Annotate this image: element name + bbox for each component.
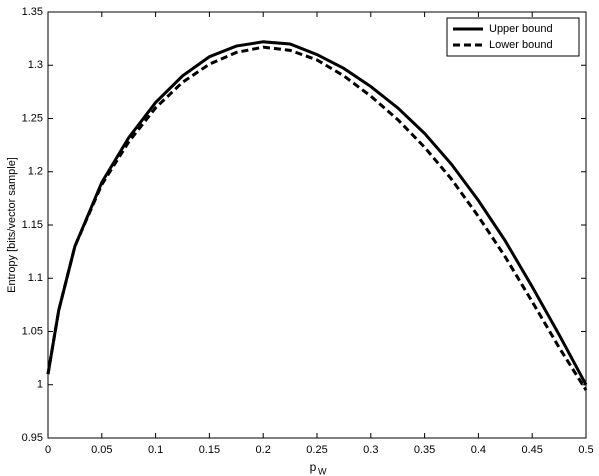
data-line — [46, 40, 588, 386]
y-axis-label: Entropy [bits/vector sample] — [6, 157, 18, 293]
y-tick-label: 1.1 — [28, 272, 43, 284]
x-axis-label-subscript: W — [318, 466, 327, 476]
x-tick-label: 0.2 — [256, 444, 271, 456]
legend-label: Upper bound — [489, 23, 553, 35]
x-tick-label: 0.35 — [414, 444, 435, 456]
y-tick-label: 1.05 — [22, 325, 43, 337]
data-line — [46, 45, 588, 391]
legend-box — [446, 17, 580, 57]
legend-label: Lower bound — [489, 39, 553, 51]
y-tick-label: 1.15 — [22, 219, 43, 231]
y-tick-label: 1.2 — [28, 166, 43, 178]
x-tick-label: 0.25 — [306, 444, 327, 456]
y-tick-label: 1.3 — [28, 59, 43, 71]
x-axis-label: p — [310, 460, 317, 474]
x-tick-label: 0.1 — [148, 444, 163, 456]
x-tick-label: 0.45 — [521, 444, 542, 456]
y-tick-label: 1.35 — [22, 6, 43, 18]
x-tick-label: 0.05 — [91, 444, 112, 456]
y-tick-label: 1 — [37, 379, 43, 391]
x-tick-label: 0.4 — [471, 444, 486, 456]
x-tick-label: 0.3 — [363, 444, 378, 456]
x-tick-label: 0.15 — [199, 444, 220, 456]
x-tick-label: 0.5 — [578, 444, 593, 456]
plot-frame — [47, 11, 587, 439]
x-tick-label: 0 — [45, 444, 51, 456]
y-tick-label: 1.25 — [22, 112, 43, 124]
y-tick-label: 0.95 — [22, 432, 43, 444]
